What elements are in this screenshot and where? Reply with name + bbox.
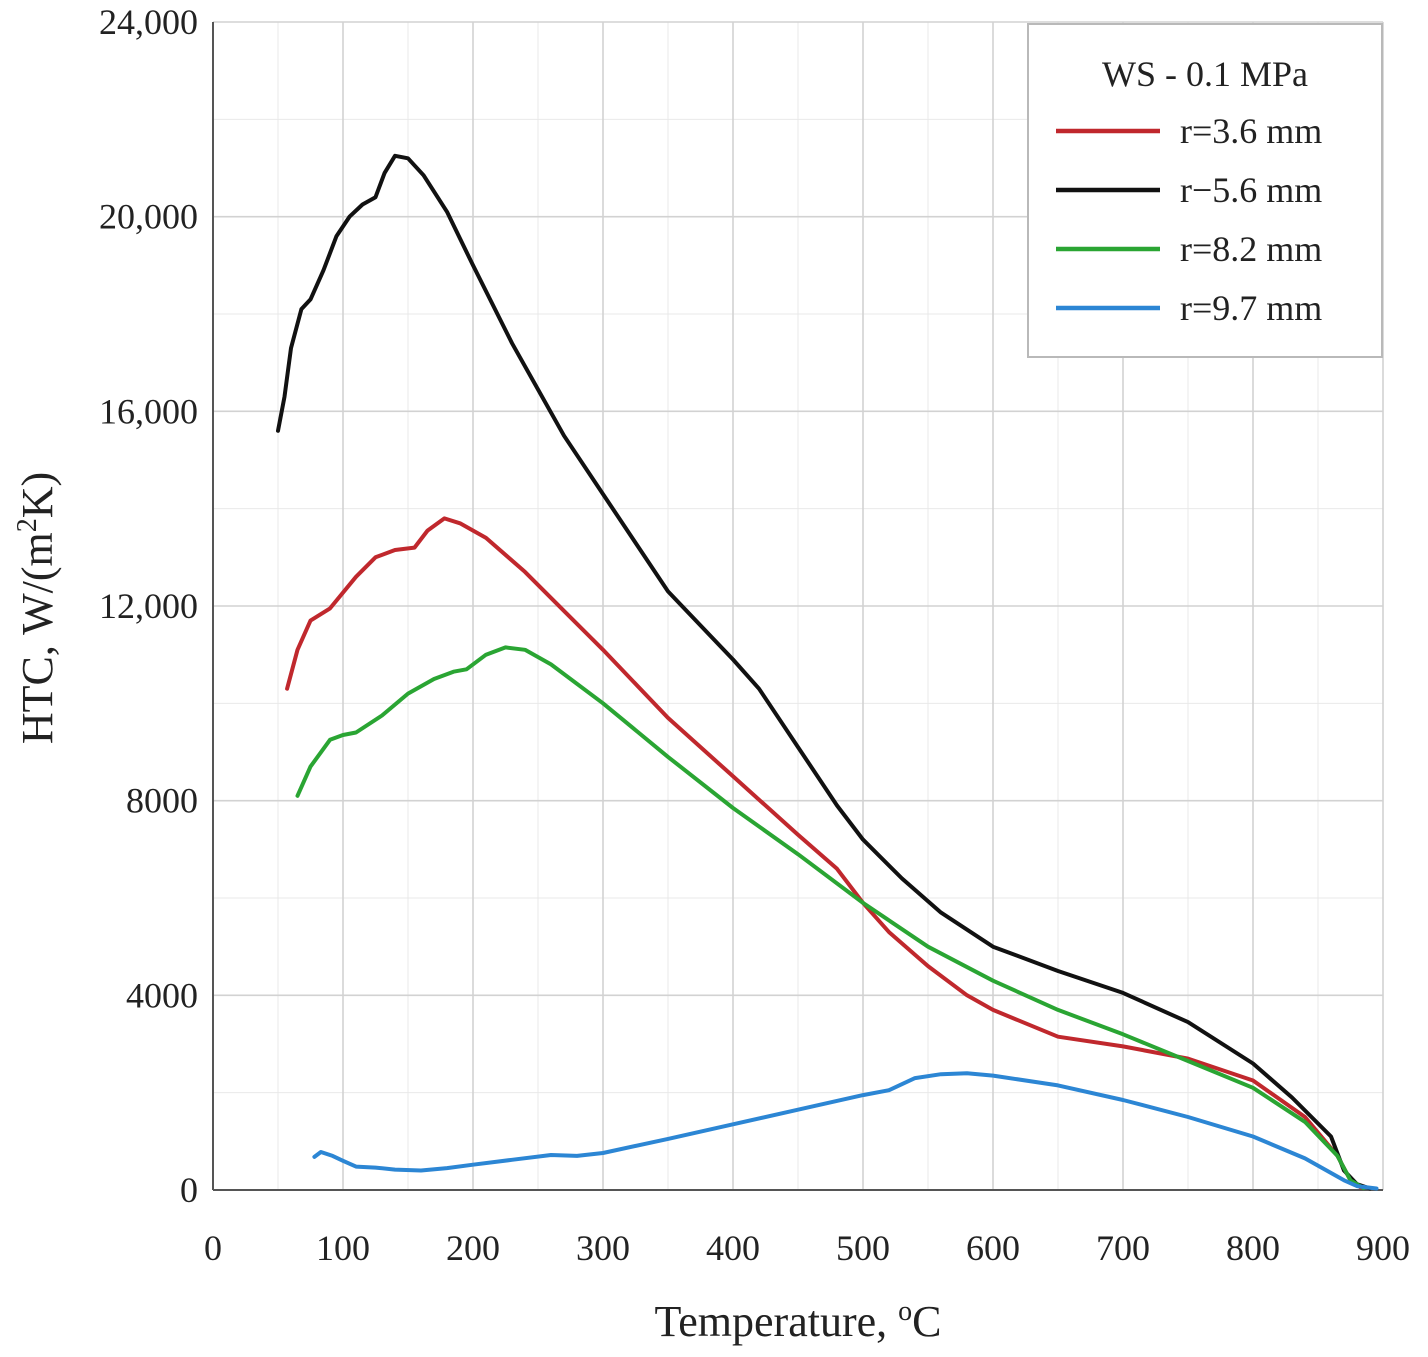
x-tick-label: 500 <box>836 1228 890 1268</box>
series-line-2 <box>276 153 1372 1191</box>
x-tick-label: 800 <box>1226 1228 1280 1268</box>
legend-label: r=9.7 mm <box>1180 288 1322 328</box>
series-lines <box>276 153 1379 1191</box>
x-tick-label: 700 <box>1096 1228 1150 1268</box>
y-tick-label: 16,000 <box>99 391 198 431</box>
legend-title: WS - 0.1 MPa <box>1102 54 1308 94</box>
y-tick-label: 24,000 <box>99 2 198 42</box>
x-axis-title: Temperature, oC <box>654 1296 941 1346</box>
y-tick-label: 20,000 <box>99 197 198 237</box>
x-tick-label: 300 <box>576 1228 630 1268</box>
y-tick-labels: 0 4000 8000 12,000 16,000 20,000 24,000 <box>99 2 198 1210</box>
x-tick-label: 400 <box>706 1228 760 1268</box>
y-axis-title: HTC, W/(m2K) <box>12 472 62 744</box>
y-tick-label: 0 <box>180 1170 198 1210</box>
series-line-3 <box>295 645 1366 1191</box>
x-tick-label: 0 <box>204 1228 222 1268</box>
x-tick-label: 900 <box>1356 1228 1410 1268</box>
y-tick-label: 4000 <box>126 975 198 1015</box>
legend-label: r=3.6 mm <box>1180 111 1322 151</box>
x-tick-labels: 0 100 200 300 400 500 600 700 800 900 <box>204 1228 1410 1268</box>
series-line-4 <box>312 1071 1379 1191</box>
y-tick-label: 12,000 <box>99 586 198 626</box>
legend: WS - 0.1 MPa r=3.6 mm r−5.6 mm r=8.2 mm r=9… <box>1027 23 1383 358</box>
legend-label: r−5.6 mm <box>1180 170 1322 210</box>
axes <box>212 22 1383 1191</box>
y-tick-label: 8000 <box>126 781 198 821</box>
x-tick-label: 200 <box>446 1228 500 1268</box>
x-tick-label: 600 <box>966 1228 1020 1268</box>
legend-label: r=8.2 mm <box>1180 229 1322 269</box>
legend-items: r=3.6 mm r−5.6 mm r=8.2 mm r=9.7 mm <box>1056 111 1322 328</box>
x-tick-label: 100 <box>316 1228 370 1268</box>
